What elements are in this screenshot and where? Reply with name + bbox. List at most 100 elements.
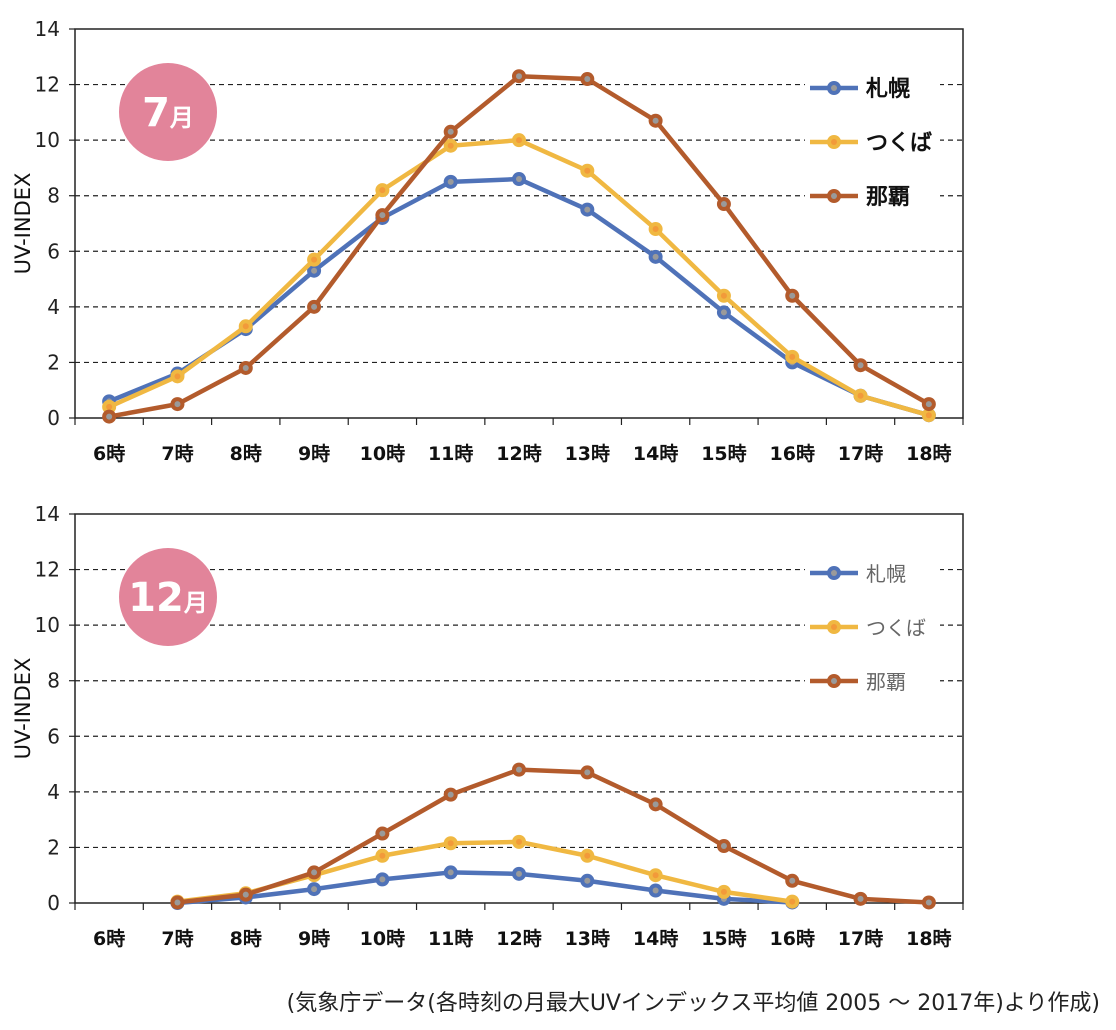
badge-circle [119,63,217,161]
december-legend-item-naha: 那覇 [805,663,940,699]
july-tsukuba-point-center [925,412,932,419]
july-sapporo-point-center [584,206,591,213]
july-sapporo-point-center [652,253,659,260]
december-naha-point-center [789,877,796,884]
july-naha-point-center [720,201,727,208]
july-x-tick-label: 18時 [906,443,951,465]
december-naha-line [175,767,932,905]
july-tsukuba-point-center [857,392,864,399]
july-y-tick-label: 4 [47,295,60,319]
december-naha-point-center [857,895,864,902]
december-sapporo-line [175,870,795,906]
july-y-tick-label: 10 [35,128,60,152]
legend-marker-center [831,624,837,630]
december-legend-item-tsukuba: つくば [805,609,940,645]
badge-label: 7月 [142,90,194,136]
december-month-badge: 12月 [119,548,217,646]
july-y-tick-label: 6 [47,239,60,263]
december-x-tick-label: 7時 [161,928,193,950]
december-naha-point-center [652,801,659,808]
july-naha-point-center [925,401,932,408]
july-y-tick-label: 2 [47,350,60,374]
december-sapporo-point-center [447,869,454,876]
july-naha-point-center [379,212,386,219]
december-tsukuba-point-center [720,888,727,895]
december-x-tick-label: 9時 [298,928,330,950]
december-y-tick-label: 2 [47,835,60,859]
july-x-tick-label: 10時 [360,443,405,465]
july-plot-frame [74,28,964,419]
july-tsukuba-point-center [447,142,454,149]
july-x-tick-label: 15時 [701,443,746,465]
december-naha-point-center [174,899,181,906]
july-naha-point-center [584,76,591,83]
july-x-tick-label: 17時 [838,443,883,465]
december-sapporo-point-center [311,886,318,893]
december-naha-point-center [447,791,454,798]
december-naha-point-center [242,891,249,898]
july-tsukuba-point-center [584,167,591,174]
legend-marker-center [831,193,837,199]
july-sapporo-point-center [516,176,522,183]
july-naha-point-center [311,303,318,310]
july-tsukuba-point-center [242,323,249,330]
july-sapporo-line [106,176,932,418]
july-y-tick-label: 0 [47,406,60,430]
july-naha-point-center [242,364,249,371]
july-tsukuba-point-center [789,353,796,360]
december-naha-point-center [311,869,318,876]
december-tsukuba-point-center [652,872,659,879]
legend-marker-center [831,678,837,684]
july-x-tick-label: 11時 [428,443,473,465]
july-tsukuba-point-center [652,226,659,233]
december-x-tick-label: 18時 [906,928,951,950]
july-x-tick-label: 6時 [93,443,125,465]
july-month-badge: 7月 [119,63,217,161]
july-naha-point-center [652,117,659,124]
july-naha-point-center [516,73,522,80]
december-y-tick-label: 12 [35,558,60,582]
july-sapporo-point-center [311,267,318,274]
december-tsukuba-point-center [379,852,386,859]
december-tsukuba-point-center [789,898,796,905]
december-naha-point-center [516,766,522,773]
december-tsukuba-point-center [584,852,591,859]
july-x-tick-label: 16時 [770,443,815,465]
legend-label: つくば [866,131,932,156]
december-uv-chart: 0 2 4 6 8 10 12 14 6時 7時 8時 9時 10時 11時 12時 13時 14時 15時 16時… [11,502,964,950]
data-source-note: (気象庁データ(各時刻の月最大UVインデックス平均値 2005 ～ 2017年)… [286,991,1100,1016]
december-y-tick-label: 10 [35,613,60,637]
july-naha-point-center [857,362,864,369]
july-legend-item-tsukuba: つくば [805,124,940,160]
july-naha-point-center [789,292,796,299]
december-legend-item-sapporo: 札幌 [805,555,940,591]
december-naha-point-center [925,899,932,906]
december-x-tick-label: 13時 [565,928,610,950]
july-legend-item-naha: 那覇 [805,178,940,214]
december-naha-point-center [379,830,386,837]
july-x-tick-label: 13時 [565,443,610,465]
july-tsukuba-point-center [106,403,113,410]
december-sapporo-point-center [516,870,522,877]
july-tsukuba-point-center [174,373,181,380]
legend-label: 札幌 [865,77,910,102]
july-x-tick-label: 9時 [298,443,330,465]
july-y-tick-label: 8 [47,184,60,208]
july-x-tick-label: 7時 [161,443,193,465]
legend-label: 那覇 [866,670,906,694]
december-tsukuba-point-center [447,840,454,847]
july-tsukuba-point-center [379,187,386,194]
legend-marker-center [831,85,837,91]
legend-marker-center [831,139,837,145]
december-sapporo-point-center [379,876,386,883]
july-tsukuba-point-center [516,137,522,144]
legend-marker-center [831,570,837,576]
july-sapporo-point-center [720,309,727,316]
december-sapporo-point-center [652,887,659,894]
badge-circle [119,548,217,646]
december-x-tick-label: 12時 [496,928,541,950]
december-naha-point-center [584,769,591,776]
july-tsukuba-point-center [311,256,318,263]
december-x-tick-label: 8時 [230,928,262,950]
july-y-tick-label: 12 [35,73,60,97]
